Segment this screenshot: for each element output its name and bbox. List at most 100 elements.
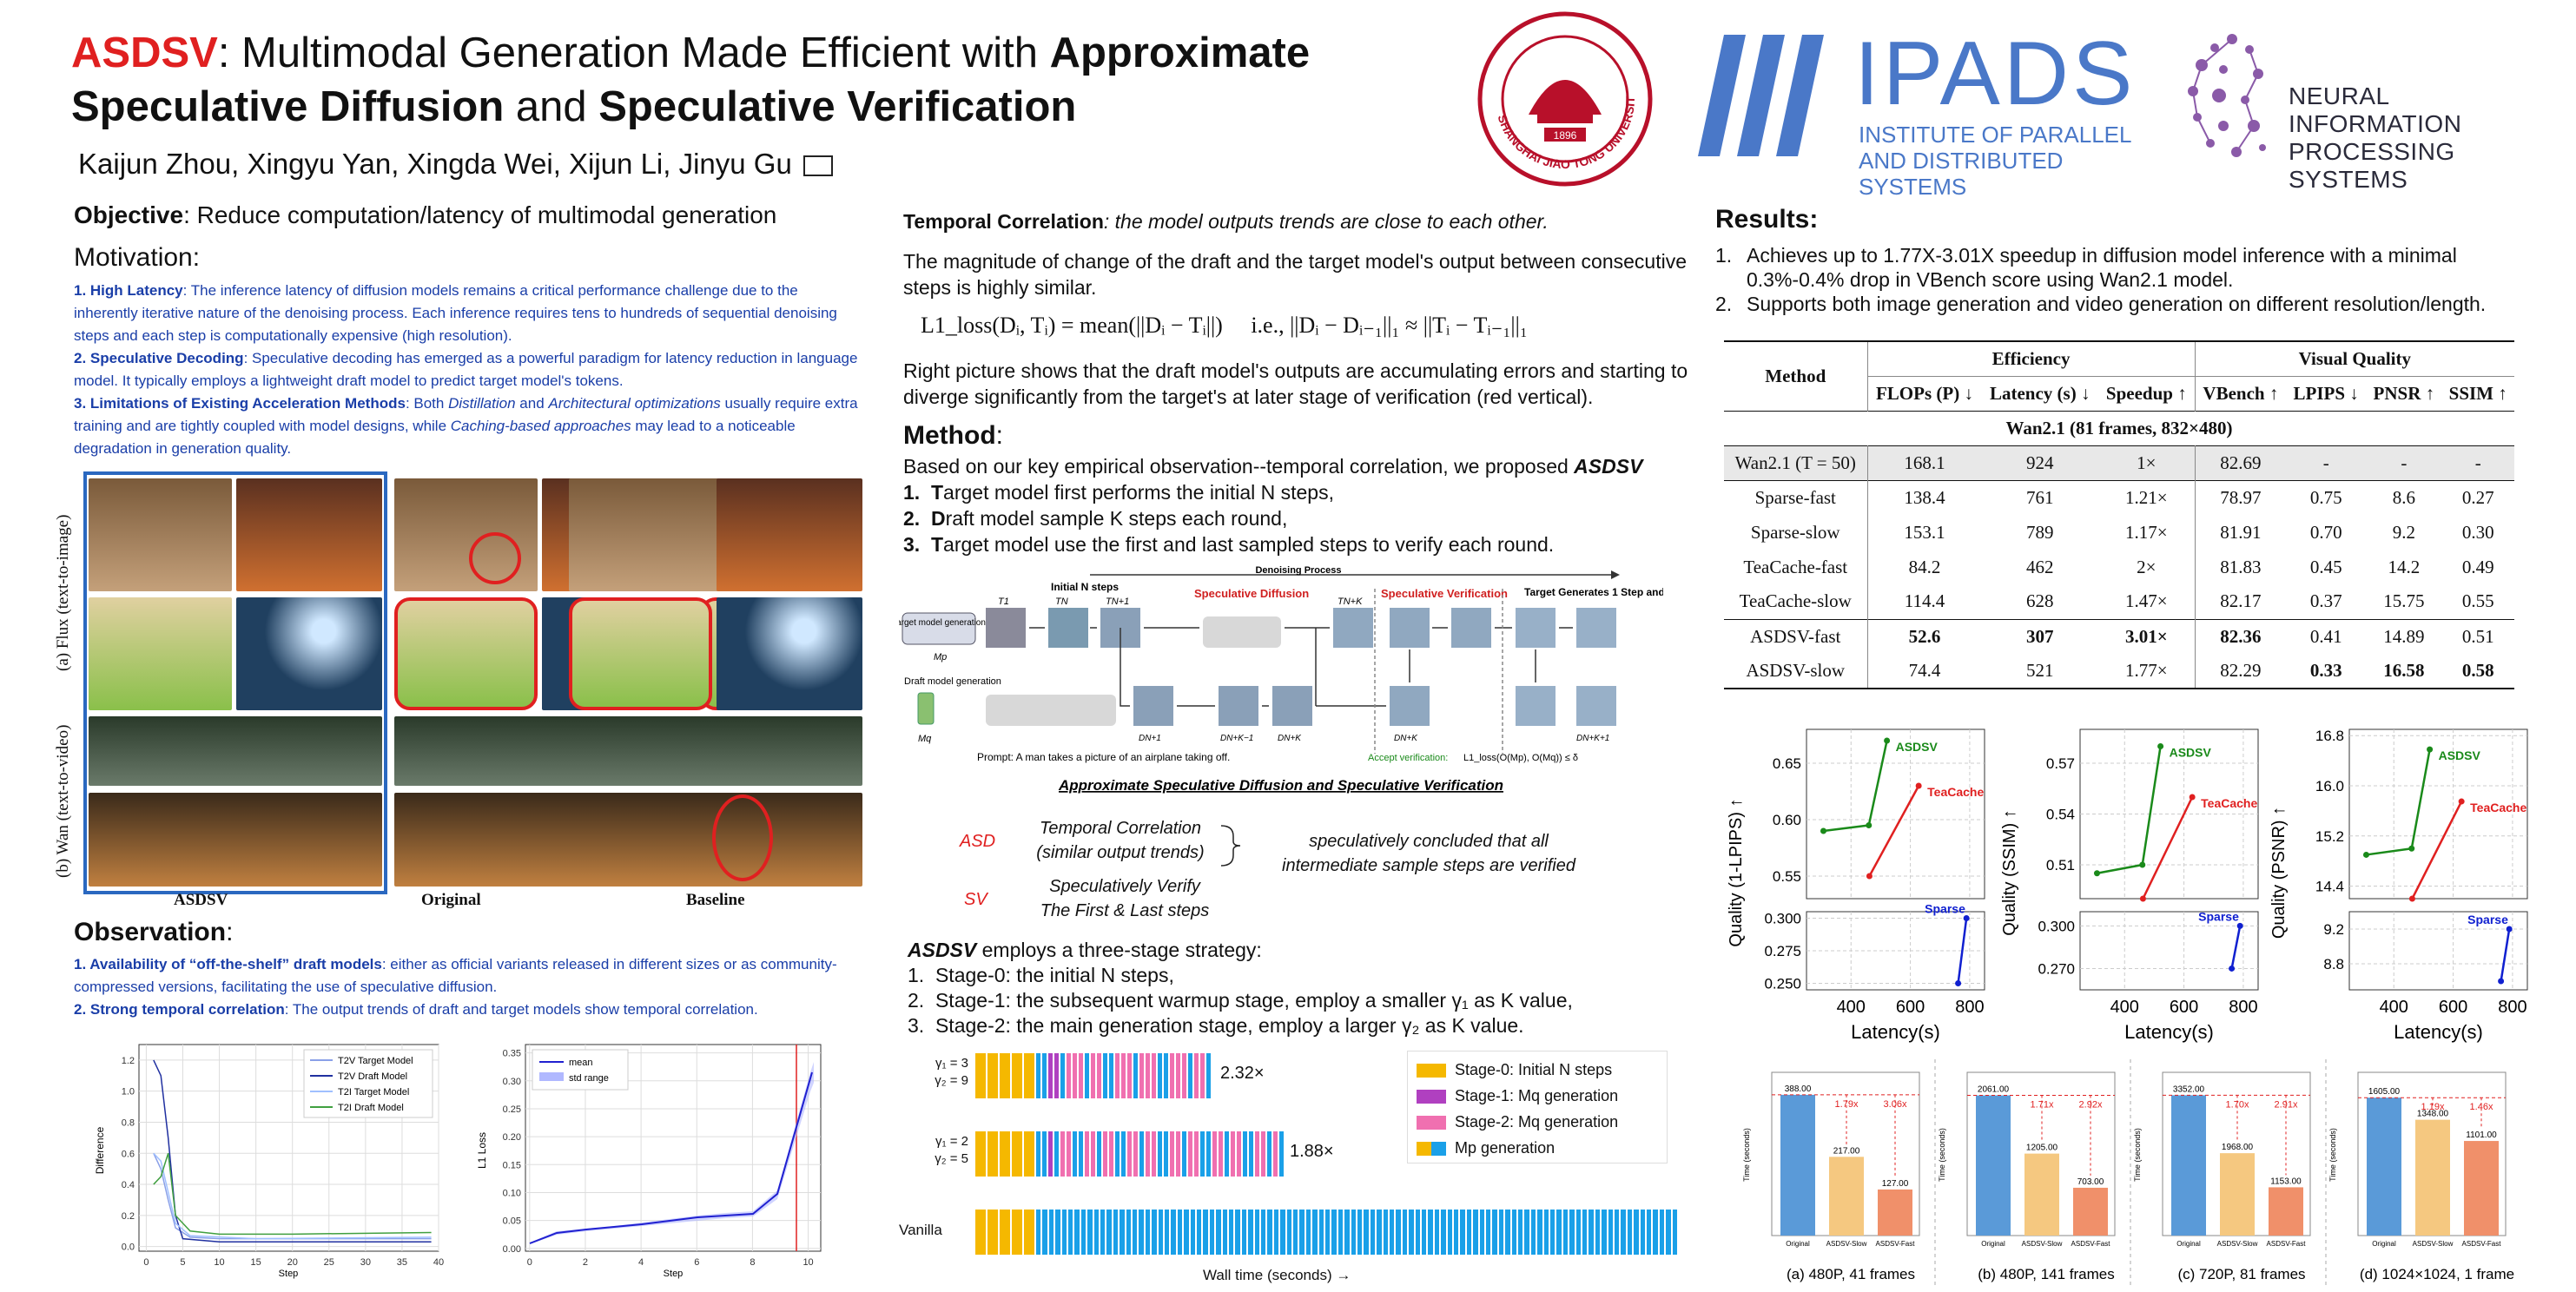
strategy-name: ASDSV [908,939,977,961]
timeline-segment [1318,1210,1324,1255]
method-step-2: 2. Draft model sample K steps each round… [903,505,1737,531]
table-cell: 0.75 [2309,486,2342,508]
results-list: 1. Achieves up to 1.77X-3.01X speedup in … [1715,243,2514,316]
table-cell: 1.21× [2098,480,2196,515]
bar-category-label: ASDSV-Slow [2217,1240,2258,1248]
table-cell: TeaCache-slow [1724,584,1868,619]
col-group-efficiency: Efficiency [1867,341,2196,377]
latency-bar [1829,1157,1864,1236]
x-tick-label: 30 [360,1257,371,1268]
motivation-item-2-title: 2. Speculative Decoding [74,350,244,366]
timeline-segment [1170,1053,1174,1098]
timeline-segment [1396,1210,1401,1255]
timeline-segment [1634,1210,1639,1255]
timeline-segment [1441,1210,1446,1255]
quality-data-point [2408,895,2415,902]
timeline-segment [1608,1210,1613,1255]
timeline-segment [1249,1131,1253,1177]
bicycle-image [89,478,232,591]
quality-data-point [1866,822,1873,828]
y-tick-label: 1.2 [122,1056,135,1066]
y-tick-label: 0.300 [2038,918,2075,934]
motivation-colon: : [192,243,201,272]
table-cell: 0.30 [2461,521,2494,543]
quality-series-line [2411,801,2463,900]
timeline-segment [1231,1131,1235,1177]
bar-speedup-label: 1.46x [2470,1102,2493,1112]
timeline-segment [1653,1210,1658,1255]
initial-steps-label: Initial N steps [1051,581,1119,593]
m3-d: may lead to a noticeable degradation in … [74,418,796,457]
timeline-segment [1176,1053,1180,1098]
col-latency: Latency (s) ↓ [1989,382,2091,404]
timeline-legend: Stage-0: Initial N steps Stage-1: Mq gen… [1407,1051,1668,1163]
timeline-segment [1640,1210,1645,1255]
timeline-segment [1152,1210,1157,1255]
table-cell: 0.51 [2461,625,2494,647]
brace-text-2: intermediate sample steps are verified [1282,856,1575,875]
dnk1-label: DN+K−1 [1220,734,1253,743]
timeline-segment [1012,1131,1022,1177]
timeline-segment [1145,1210,1151,1255]
table-cell: 2× [2098,550,2196,584]
timeline-segment [1243,1131,1247,1177]
bar-category-label: Original [1981,1240,2005,1248]
legend-entry: T2V Draft Model [338,1071,407,1082]
y-tick-label: 0.10 [503,1188,521,1198]
observation-title: Observation [74,918,227,946]
timeline-segment [1158,1131,1162,1177]
timeline-segment [1473,1210,1478,1255]
bar-value-label: 1348.00 [2417,1110,2449,1119]
table-cell: 82.17 [2220,590,2262,612]
timeline-segment [1093,1210,1099,1255]
legend-mp: Mp generation [1455,1139,1556,1157]
bar-chart-ylabel: Time (seconds) [2133,1128,2142,1182]
x-tick-label: 6 [694,1257,699,1268]
timeline-segment [1036,1210,1041,1255]
timeline-segment [1000,1053,1010,1098]
timeline-segment [1200,1053,1205,1098]
latency-bar [2367,1098,2401,1236]
series-label: TeaCache [1927,785,1984,799]
poster-title: ASDSV: Multimodal Generation Made Effici… [71,26,1426,134]
table-cell: - [2474,452,2481,473]
latency-bar [1878,1189,1912,1236]
latency-bar [2269,1187,2303,1236]
table-cell: 0.41 [2309,625,2342,647]
col-speedup: Speedup ↑ [2098,376,2196,411]
table-cell: 1.47× [2098,584,2196,619]
strategy-description: ASDSV employs a three-stage strategy: 1.… [908,938,1741,1038]
timeline-segment [1197,1210,1202,1255]
grid-label-flux: (a) Flux (text-to-image) [54,514,72,672]
authors-text: Kaijun Zhou, Xingyu Yan, Xingda Wei, Xij… [78,148,792,180]
bar-chart-caption: (d) 1024×1024, 1 frame [2360,1266,2514,1282]
timeline-segment [1139,1053,1144,1098]
quality-data-point [1866,873,1873,880]
stage-number: 3. [908,1014,925,1037]
y-tick-label: 16.0 [2315,778,2344,794]
objective-text: : Reduce computation/latency of multimod… [183,201,777,228]
timeline-segment [1042,1053,1047,1098]
quality-data-point [2157,743,2164,749]
timeline-segment [1216,1210,1221,1255]
table-cell: 3.01× [2098,619,2196,654]
quality-chart-ylabel: Quality (PSNR) ↑ [2269,807,2289,939]
table-cell: 9.2 [2392,521,2415,543]
result-2: Supports both image generation and video… [1747,293,2487,315]
spec-verification-label: Speculative Verification [1381,587,1508,600]
table-row: ASDSV-fast 52.6 307 3.01× 82.36 0.41 14.89 0.51 [1724,619,2514,654]
timeline-segment [1280,1210,1285,1255]
l1-loss-chart-xlabel: Step [664,1269,684,1279]
table-cell: 0.55 [2461,590,2494,612]
bar-value-label: 3352.00 [2173,1084,2205,1094]
motivation-list: 1. High Latency: The inference latency o… [74,280,864,460]
legend-entry: T2I Draft Model [338,1103,404,1113]
moon-image [717,597,862,710]
timeline-segment [1048,1131,1053,1177]
quality-data-point [1955,980,1962,986]
table-cell: 0.33 [2309,660,2342,681]
target-gen-label: Target Generates 1 Step and Next round [1524,586,1663,598]
difference-chart-xlabel: Step [279,1269,299,1279]
table-cell: 153.1 [1904,521,1945,543]
timeline-segment [1267,1131,1271,1177]
